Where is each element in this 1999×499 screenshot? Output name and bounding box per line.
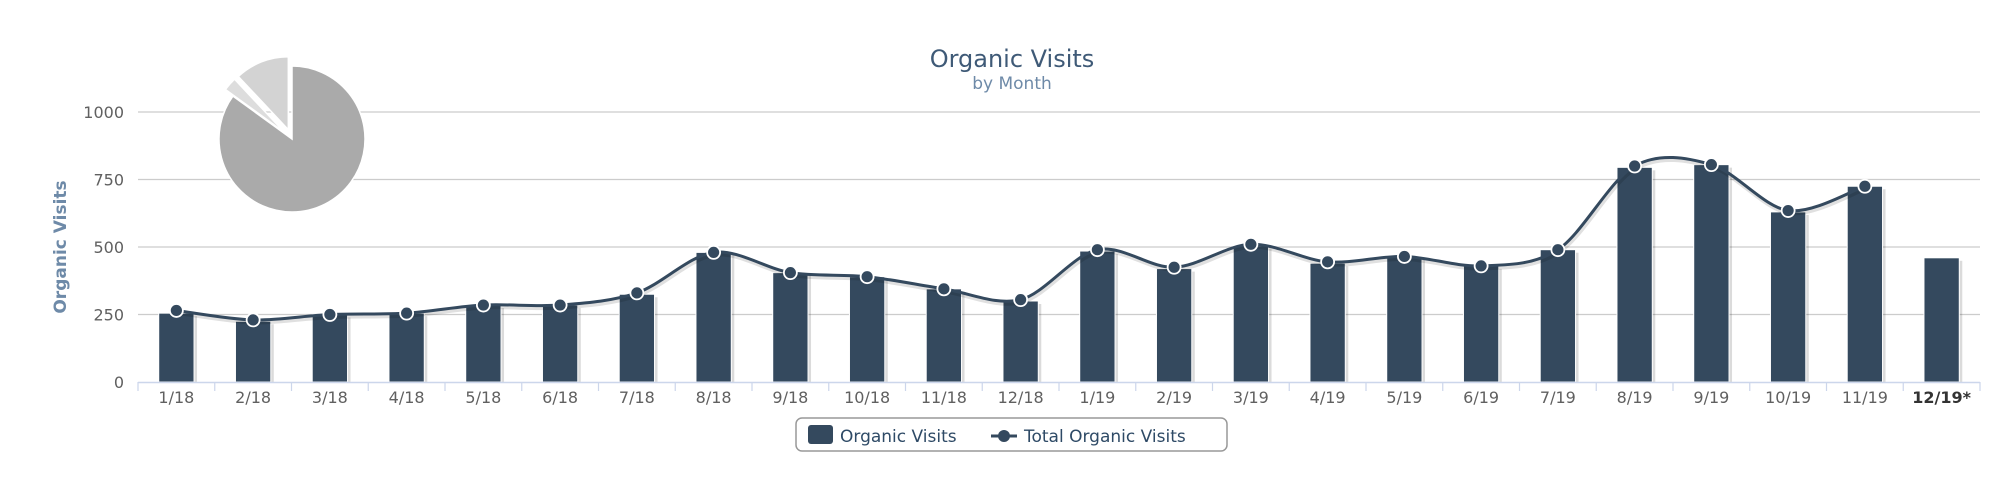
bar[interactable] <box>311 314 349 383</box>
line-point[interactable] <box>1703 157 1719 173</box>
bar[interactable] <box>1232 245 1270 383</box>
x-tick-label: 3/19 <box>1233 388 1269 407</box>
x-tick-label: 10/19 <box>1765 388 1811 407</box>
chart-title: Organic Visits <box>930 45 1095 73</box>
line-point[interactable] <box>399 305 415 321</box>
line-point[interactable] <box>1780 203 1796 218</box>
bar[interactable] <box>772 272 809 383</box>
line-point[interactable] <box>1320 254 1336 270</box>
line-point[interactable] <box>782 265 798 281</box>
x-tick-label: 10/18 <box>844 388 890 407</box>
chart-subtitle: by Month <box>972 74 1052 94</box>
y-axis-title: Organic Visits <box>51 180 71 313</box>
line-point[interactable] <box>1550 242 1566 258</box>
bar-series <box>158 164 1963 383</box>
x-tick-label: 9/19 <box>1693 388 1729 407</box>
x-tick-label: 1/19 <box>1079 388 1115 407</box>
bar[interactable] <box>1539 249 1577 383</box>
line-point[interactable] <box>168 303 184 318</box>
bar[interactable] <box>1693 164 1730 383</box>
y-tick-label: 1000 <box>83 103 124 122</box>
bar[interactable] <box>1155 268 1193 383</box>
x-tick-label: 8/18 <box>696 388 732 407</box>
line-point[interactable] <box>1243 236 1259 252</box>
x-tick-label: 8/19 <box>1617 388 1653 407</box>
bar[interactable] <box>1616 166 1653 383</box>
x-tick-label: 6/19 <box>1463 388 1499 407</box>
line-point[interactable] <box>1857 178 1873 194</box>
line-point[interactable] <box>706 244 722 260</box>
bar[interactable] <box>1462 265 1500 383</box>
legend-item-total-organic-visits[interactable]: Total Organic Visits <box>1023 427 1186 447</box>
x-tick-label: 5/19 <box>1386 388 1422 407</box>
bar[interactable] <box>465 304 502 383</box>
line-point[interactable] <box>936 281 952 297</box>
bar[interactable] <box>695 251 732 383</box>
y-axis: 0 250 500 750 1000 <box>83 103 124 392</box>
bar[interactable] <box>618 293 656 383</box>
y-tick-label: 250 <box>93 306 124 325</box>
bar[interactable] <box>541 304 579 383</box>
x-tick-label: 4/18 <box>389 388 425 407</box>
x-tick-label: 11/18 <box>921 388 967 407</box>
x-tick-label: 3/18 <box>312 388 348 407</box>
line-point[interactable] <box>1013 292 1029 308</box>
bar[interactable] <box>848 276 886 383</box>
x-tick-label: 12/19* <box>1912 388 1971 407</box>
bar[interactable] <box>1002 300 1039 383</box>
x-tick-label: 6/18 <box>542 388 578 407</box>
x-tick-label: 4/19 <box>1310 388 1346 407</box>
line-point[interactable] <box>1396 249 1412 264</box>
pie-slice[interactable] <box>224 78 286 133</box>
pie-slice[interactable] <box>237 55 290 132</box>
x-tick-label: 5/18 <box>465 388 501 407</box>
x-tick-label: 11/19 <box>1842 388 1888 407</box>
bar[interactable] <box>1846 185 1884 383</box>
grid-layer <box>138 111 1980 316</box>
bar[interactable] <box>234 320 272 383</box>
line-point[interactable] <box>629 285 645 301</box>
line-point[interactable] <box>245 312 261 328</box>
legend-line-marker <box>998 430 1010 442</box>
bar[interactable] <box>1386 255 1423 383</box>
line-point[interactable] <box>1166 259 1182 275</box>
inset-pie <box>218 55 366 213</box>
x-tick-label: 12/18 <box>998 388 1044 407</box>
bar[interactable] <box>1923 257 1960 383</box>
bar[interactable] <box>388 312 425 383</box>
bar[interactable] <box>1309 262 1346 383</box>
bar[interactable] <box>1079 250 1116 383</box>
y-tick-label: 500 <box>93 238 124 257</box>
x-tick-label: 1/18 <box>158 388 194 407</box>
x-tick-label: 9/18 <box>772 388 808 407</box>
legend-bar-swatch <box>808 425 833 444</box>
x-axis: 1/18 2/18 3/18 4/18 5/18 6/18 7/18 8/18 9/18 10/1… <box>137 381 1981 407</box>
bar[interactable] <box>158 312 195 383</box>
x-tick-label: 2/18 <box>235 388 271 407</box>
bar[interactable] <box>925 288 963 383</box>
line-point[interactable] <box>1473 258 1489 274</box>
x-tick-label: 2/19 <box>1156 388 1192 407</box>
x-tick-label: 7/19 <box>1540 388 1576 407</box>
legend[interactable]: Organic Visits Total Organic Visits <box>795 417 1228 452</box>
line-point[interactable] <box>1089 242 1105 258</box>
y-tick-label: 750 <box>93 171 124 190</box>
line-series <box>168 156 1873 328</box>
x-tick-label: 7/18 <box>619 388 655 407</box>
legend-item-organic-visits[interactable]: Organic Visits <box>840 427 957 447</box>
line-point[interactable] <box>552 297 568 313</box>
pie-slice[interactable] <box>218 65 366 213</box>
line-point[interactable] <box>475 297 491 313</box>
line-point[interactable] <box>322 307 338 322</box>
line-point[interactable] <box>859 269 875 285</box>
y-tick-label: 0 <box>114 373 124 392</box>
bar[interactable] <box>1769 211 1807 383</box>
line-point[interactable] <box>1627 158 1643 174</box>
